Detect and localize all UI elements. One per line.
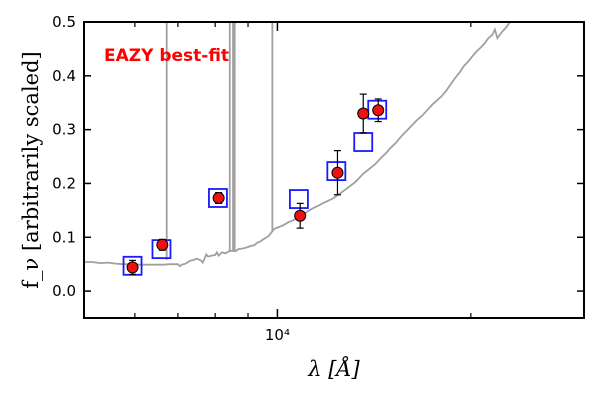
plot-area <box>84 22 511 276</box>
model-flux-square <box>326 161 347 181</box>
emission-lines <box>165 22 274 260</box>
x-axis-label: λ [Å] <box>307 356 360 381</box>
y-tick-label: 0.2 <box>52 174 76 192</box>
ticks: 0.0 0.1 0.2 0.3 0.4 0.5 10⁴ <box>52 13 584 344</box>
observed-flux-point <box>212 191 225 204</box>
model-flux-square <box>367 99 388 120</box>
y-tick-label: 0.0 <box>52 282 76 300</box>
observed-flux-point <box>156 238 169 251</box>
observed-flux-point <box>357 107 370 120</box>
observed-flux-point <box>294 209 307 222</box>
model-flux-square <box>353 132 374 152</box>
observed-flux-point <box>372 104 385 117</box>
observed-flux-point <box>126 261 139 274</box>
y-tick-label: 0.3 <box>52 121 76 139</box>
x-tick-label: 10⁴ <box>265 326 290 344</box>
model-flux-square <box>208 188 228 208</box>
model-flux-square <box>289 189 309 209</box>
y-tick-label: 0.1 <box>52 228 76 246</box>
plot-frame <box>83 21 585 319</box>
y-axis-label: f_ν [arbitrarily scaled] <box>19 51 43 288</box>
observed-photometry <box>126 93 385 276</box>
annotation-label: EAZY best-fit <box>104 46 229 66</box>
y-tick-label: 0.5 <box>52 13 76 31</box>
best-fit-sed-line <box>84 22 511 268</box>
y-tick-label: 0.4 <box>52 67 76 85</box>
observed-flux-point <box>331 166 344 179</box>
